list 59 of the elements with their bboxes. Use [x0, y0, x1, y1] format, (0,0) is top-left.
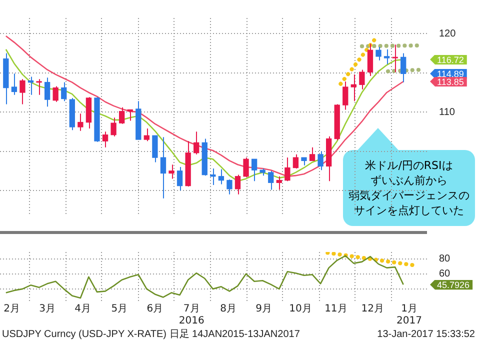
candlestick [392, 44, 398, 73]
text: USDJPY Curncy (USD-JPY X-RATE) 日足 14JAN2015-13JAN2017 [2, 329, 300, 340]
y-tick-label: 110 [439, 106, 456, 118]
x-tick-label: 1月 2017 [396, 304, 422, 327]
y-tick-label: 60 [439, 268, 451, 280]
x-tick-label: 11月 [324, 304, 348, 315]
candlestick [119, 106, 125, 124]
x-tick-label: 10月 [289, 304, 312, 315]
candlestick [52, 86, 58, 102]
candlestick [194, 131, 200, 155]
candlestick [400, 52, 406, 83]
candlestick [376, 46, 382, 61]
candlestick [144, 128, 150, 142]
candlestick [367, 43, 374, 77]
candlestick [359, 69, 365, 90]
candlestick [251, 158, 258, 182]
candlestick [350, 74, 356, 102]
candlestick [284, 157, 290, 182]
text: 13-Jan-2017 15:33:52 [377, 329, 475, 340]
text: 114.89 [430, 68, 467, 79]
x-tick-label: 5月 [111, 304, 128, 315]
candlestick [234, 174, 241, 195]
candlestick [78, 113, 84, 132]
candlestick [243, 157, 249, 178]
candlestick [384, 48, 390, 65]
x-tick-label: 9月 [256, 304, 272, 315]
annotation: 米ドル/円のRSIは [365, 158, 453, 173]
text: 116.72 [430, 54, 467, 65]
x-tick-label: 2月 [4, 304, 20, 315]
candlestick [268, 170, 274, 190]
candlestick [160, 136, 166, 199]
x-tick-label: 4月 [74, 304, 91, 315]
candlestick [20, 78, 26, 105]
candlestick [309, 146, 316, 162]
candlestick [342, 81, 348, 110]
candlestick [276, 176, 282, 190]
candlestick [292, 154, 299, 170]
candlestick [152, 135, 158, 163]
candlestick [44, 77, 50, 108]
text: 45.7926 [430, 280, 473, 290]
x-tick-label: 8月 [220, 304, 236, 315]
y-tick-label: 120 [439, 28, 456, 40]
candlestick [61, 82, 67, 102]
x-tick-label: 7月 2016 [178, 304, 204, 327]
candlestick [218, 168, 224, 185]
candlestick [318, 150, 324, 171]
candlestick [11, 73, 18, 96]
candlestick [102, 131, 108, 148]
candlestick [226, 179, 232, 195]
candlestick [36, 78, 42, 96]
x-tick-label: 12月 [361, 304, 384, 315]
text: 113.85 [430, 76, 467, 86]
candlestick [110, 117, 116, 137]
y-tick-label: 80 [439, 254, 451, 265]
x-tick-label: 6月 [146, 304, 164, 315]
candlestick [168, 164, 174, 180]
annotation: ずいぶん前から [370, 173, 448, 188]
candlestick [176, 166, 183, 191]
x-tick-label: 3月 [39, 304, 56, 315]
